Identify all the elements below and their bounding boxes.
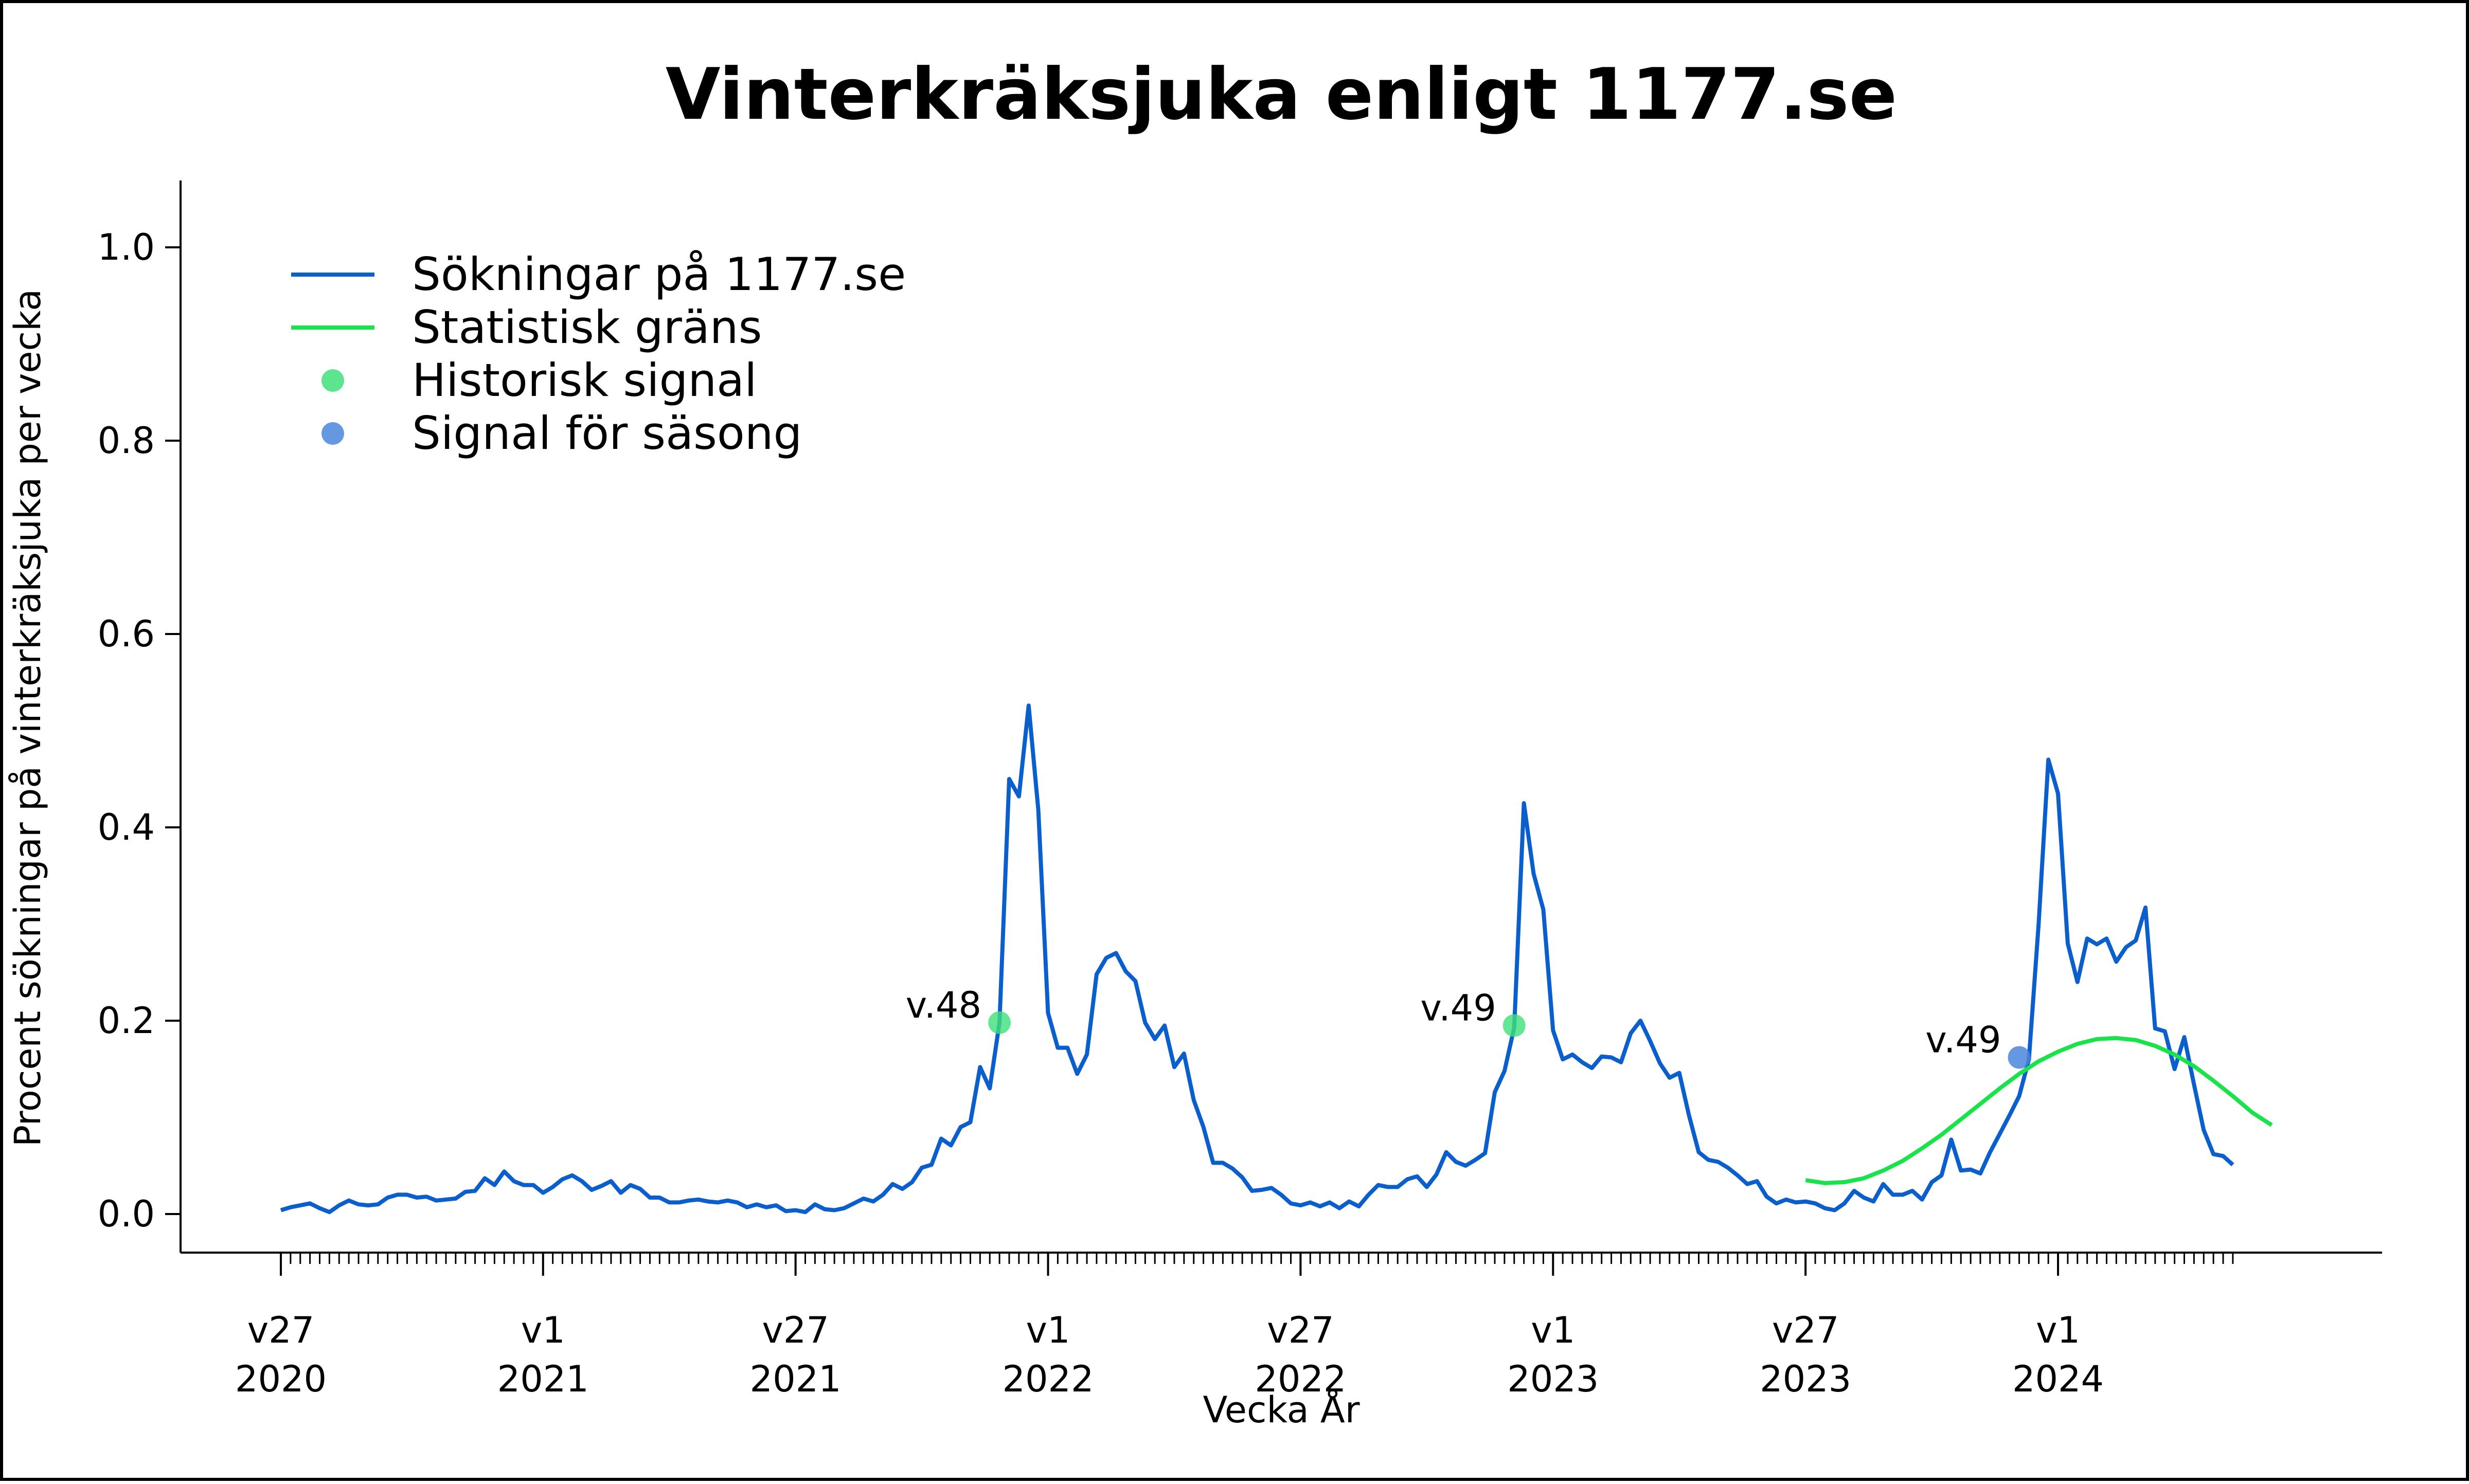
series-searches-line <box>280 703 2234 1215</box>
x-tick-year-label: 2020 <box>235 1358 327 1400</box>
x-tick-year-label: 2022 <box>1002 1358 1094 1400</box>
y-ticks: 0.0 0.2 0.4 0.6 0.8 1.0 <box>98 226 181 1235</box>
signals-layer: v.48 v.49 v.49 <box>906 984 2031 1069</box>
x-tick-year-label: 2024 <box>2012 1358 2104 1400</box>
historical-signal-point <box>988 1011 1011 1034</box>
x-tick-week-label: v27 <box>247 1309 315 1351</box>
legend-entry-label: Statistisk gräns <box>412 301 762 354</box>
x-tick-year-label: 2023 <box>1760 1358 1851 1400</box>
legend-point-swatch <box>321 422 344 445</box>
x-tick-week-label: v27 <box>762 1309 829 1351</box>
chart-title: Vinterkräksjuka enligt 1177.se <box>666 53 1897 136</box>
season-signal-point <box>2008 1046 2031 1069</box>
x-tick-week-label: v1 <box>1531 1309 1575 1351</box>
chart-svg: Vinterkräksjuka enligt 1177.se Procent s… <box>7 53 2382 1431</box>
x-tick-week-label: v27 <box>1267 1309 1334 1351</box>
x-axis-label: Vecka År <box>1203 1389 1359 1431</box>
x-tick-year-label: 2023 <box>1507 1358 1599 1400</box>
y-tick-label: 0.4 <box>98 806 155 848</box>
y-axis-label: Procent sökningar på vinterkräksjuka per… <box>7 289 49 1147</box>
x-tick-week-label: v1 <box>521 1309 565 1351</box>
y-tick-label: 1.0 <box>98 226 155 268</box>
x-tick-week-label: v1 <box>2036 1309 2080 1351</box>
y-tick-label: 0.2 <box>98 1000 155 1042</box>
y-tick-label: 0.8 <box>98 420 155 462</box>
legend-point-swatch <box>321 369 344 392</box>
historical-signal-point <box>1502 1014 1526 1037</box>
x-tick-week-label: v27 <box>1772 1309 1839 1351</box>
season-signal-label: v.49 <box>1925 1019 2001 1061</box>
series-threshold-line <box>1805 1036 2273 1185</box>
historical-signal-label: v.48 <box>906 984 981 1026</box>
legend-entry-label: Signal för säsong <box>412 407 802 460</box>
legend-entry-label: Sökningar på 1177.se <box>412 248 906 301</box>
series-layer <box>280 703 2273 1215</box>
x-tick-year-label: 2021 <box>497 1358 589 1400</box>
legend-entry-label: Historisk signal <box>412 354 757 407</box>
x-tick-year-label: 2022 <box>1255 1358 1346 1400</box>
historical-signal-label: v.49 <box>1420 987 1496 1029</box>
x-tick-year-label: 2021 <box>750 1358 842 1400</box>
y-tick-label: 0.6 <box>98 613 155 655</box>
y-tick-label: 0.0 <box>98 1193 155 1235</box>
x-tick-week-label: v1 <box>1026 1309 1070 1351</box>
x-ticks: v27 2020 v1 2021 v27 2021 v1 2022 v27 2022 v1 2023 v… <box>235 1253 2234 1400</box>
